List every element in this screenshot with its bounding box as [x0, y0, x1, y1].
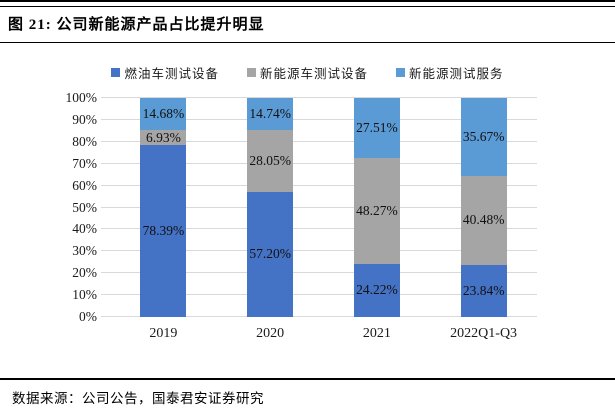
- data-label: 14.68%: [142, 106, 185, 122]
- bar-segment: 24.22%: [353, 263, 400, 317]
- data-label: 6.93%: [145, 129, 181, 145]
- source-block: 数据来源：公司公告，国泰君安证券研究: [0, 378, 615, 407]
- bar-segment: 48.27%: [353, 158, 400, 264]
- legend-swatch-icon: [111, 68, 121, 77]
- gridline: [101, 206, 537, 208]
- bar-slot-2021: 24.22% 48.27% 27.51%: [324, 98, 431, 317]
- legend-label: 燃油车测试设备: [124, 67, 219, 81]
- data-label: 23.84%: [462, 282, 505, 298]
- gridline: [101, 184, 537, 186]
- data-label: 14.74%: [249, 106, 291, 122]
- bar-segment: 78.39%: [140, 145, 187, 317]
- gridline: [101, 140, 537, 142]
- stacked-bar-2019: 78.39% 6.93% 14.68%: [140, 98, 187, 317]
- gridline: [101, 228, 537, 230]
- data-label: 48.27%: [356, 203, 398, 219]
- data-label: 78.39%: [142, 223, 185, 239]
- x-axis-label: 2020: [256, 326, 285, 341]
- legend-item-2: 新能源测试服务: [396, 63, 504, 82]
- bar-segment: 57.20%: [247, 191, 294, 317]
- data-label: 24.22%: [356, 282, 398, 298]
- y-axis-tick: 30%: [72, 243, 97, 259]
- figure-title: 图 21: 公司新能源产品占比提升明显: [8, 17, 265, 33]
- y-axis-tick: 100%: [65, 90, 98, 105]
- bar-slot-2022Q1-Q3: 23.84% 40.48% 35.67%: [430, 98, 537, 317]
- legend-label: 新能源测试服务: [409, 67, 504, 81]
- bar-segment: 28.05%: [247, 130, 294, 192]
- legend-swatch-icon: [396, 68, 405, 77]
- x-axis-label: 2022Q1-Q3: [450, 326, 518, 341]
- y-axis-tick: 10%: [72, 287, 97, 303]
- gridline: [101, 118, 537, 120]
- y-axis-tick: 70%: [72, 155, 97, 171]
- data-label: 28.05%: [249, 153, 291, 169]
- source-note: 数据来源：公司公告，国泰君安证券研究: [12, 391, 264, 406]
- figure-header: 图 21: 公司新能源产品占比提升明显: [0, 0, 615, 43]
- gridline: [101, 316, 537, 317]
- gridline: [101, 294, 537, 296]
- data-label: 40.48%: [462, 212, 505, 228]
- bar-segment: 23.84%: [460, 264, 507, 317]
- header-second-rule: [0, 6, 615, 7]
- stacked-bar-2020: 57.20% 28.05% 14.74%: [247, 98, 294, 317]
- gridline: [101, 97, 537, 98]
- legend-label: 新能源车测试设备: [259, 67, 368, 81]
- y-axis: 100% 90% 80% 70% 60% 50% 40% 30% 20% 10% 0%: [0, 90, 98, 324]
- data-label: 57.20%: [249, 246, 291, 262]
- y-axis-tick: 80%: [72, 133, 97, 149]
- y-axis-tick: 90%: [72, 111, 97, 127]
- gridline: [101, 250, 537, 252]
- y-axis-tick: 0%: [79, 309, 97, 324]
- stacked-bar-2021: 24.22% 48.27% 27.51%: [353, 98, 400, 317]
- y-axis-tick: 20%: [72, 265, 97, 281]
- bars-container: 78.39% 6.93% 14.68% 57.20% 28.05% 14.74% 24.22…: [110, 98, 537, 317]
- gridline: [101, 272, 537, 274]
- legend-item-0: 燃油车测试设备: [111, 63, 219, 82]
- bar-segment: 27.51%: [353, 98, 400, 159]
- bar-segment: 40.48%: [460, 176, 507, 265]
- bar-segment: 14.68%: [140, 98, 187, 131]
- bar-segment: 14.74%: [247, 98, 294, 131]
- data-label: 27.51%: [356, 120, 398, 136]
- gridline: [101, 162, 537, 164]
- y-axis-tick: 40%: [72, 221, 97, 237]
- header-top-rule: [0, 0, 615, 2]
- x-axis-label: 2019: [149, 326, 178, 341]
- x-axis-label: 2021: [362, 326, 391, 341]
- chart-legend: 燃油车测试设备 新能源车测试设备 新能源测试服务: [0, 63, 615, 82]
- y-axis-tick: 60%: [72, 177, 97, 193]
- bar-segment: 6.93%: [140, 129, 187, 146]
- bar-segment: 35.67%: [460, 98, 507, 177]
- y-axis-tick: 50%: [72, 199, 97, 215]
- x-axis: 2019 2020 2021 2022Q1-Q3: [110, 326, 537, 342]
- bar-slot-2019: 78.39% 6.93% 14.68%: [110, 98, 217, 317]
- legend-swatch-icon: [246, 68, 256, 77]
- legend-item-1: 新能源车测试设备: [246, 63, 368, 82]
- bar-slot-2020: 57.20% 28.05% 14.74%: [217, 98, 324, 317]
- data-label: 35.67%: [462, 129, 505, 145]
- stacked-bar-2022Q1-Q3: 23.84% 40.48% 35.67%: [460, 98, 507, 317]
- chart-plot-area: 100% 90% 80% 70% 60% 50% 40% 30% 20% 10% 0% 78.39%…: [66, 90, 537, 324]
